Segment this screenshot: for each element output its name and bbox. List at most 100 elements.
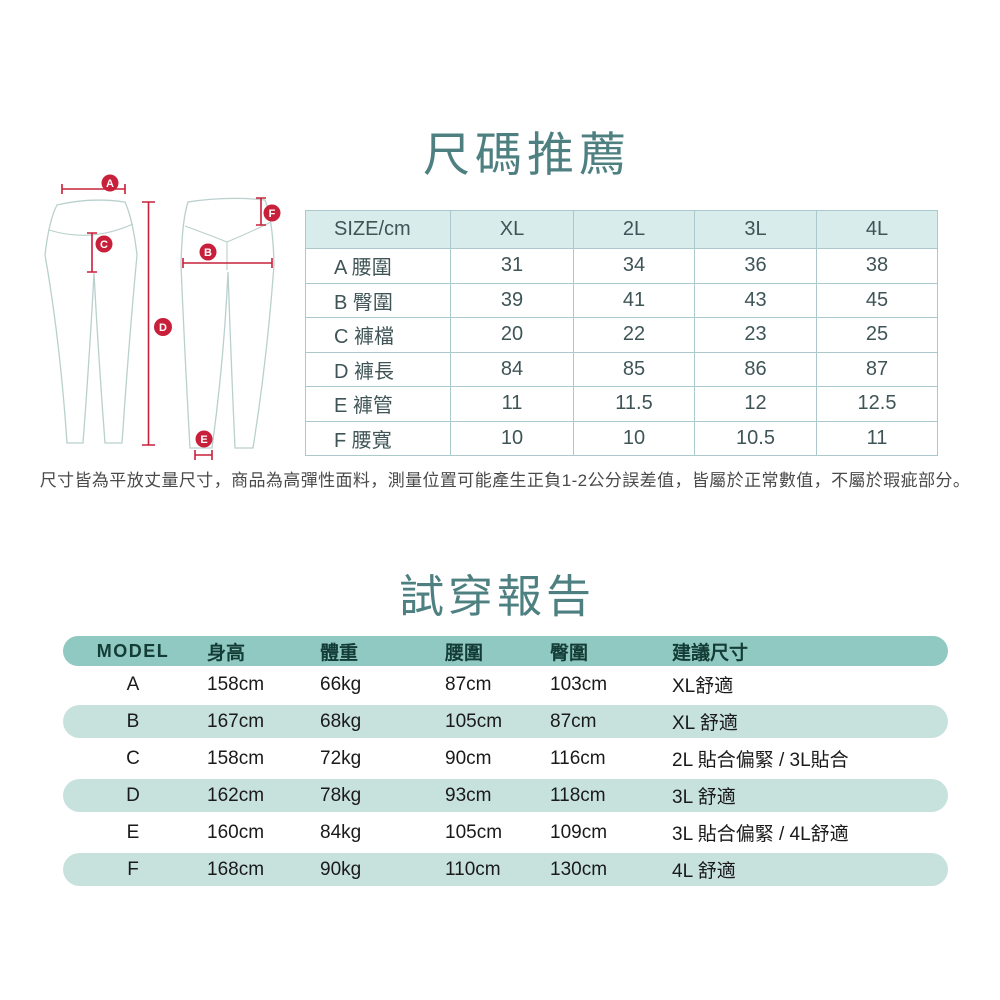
fit-suggestion: XL 舒適 [672,713,738,734]
size-cell: 84 [451,352,574,387]
fit-col-header: 臀圍 [550,642,589,664]
pants-measurement-diagram: A C D B F E [44,174,281,460]
label-c-badge [95,235,113,253]
size-cell: 25 [817,318,938,353]
size-cell: 10.5 [695,421,817,456]
measure-a-line: A [61,174,126,194]
back-pants-outline [180,197,275,449]
fit-weight: 72kg [320,747,362,769]
fit-model: B [126,710,140,732]
fit-col-header: 體重 [320,642,359,664]
fit-suggestion: XL舒適 [672,676,734,697]
size-cell: 86 [695,352,817,387]
fit-model: C [126,747,140,769]
svg-text:F: F [269,208,276,220]
fit-suggestion: 3L 貼合偏緊 / 4L舒適 [672,824,849,845]
size-row-label: A 腰圍 [306,249,451,284]
size-col-header: 3L [695,211,817,249]
size-cell: 12 [695,387,817,422]
size-cell: 39 [451,283,574,318]
size-cell: 20 [451,318,574,353]
size-cell: 36 [695,249,817,284]
size-cell: 34 [574,249,695,284]
fit-suggestion: 4L 舒適 [672,861,736,882]
fit-suggestion: 3L 舒適 [672,787,736,808]
fit-col-header: 身高 [207,642,246,664]
measure-e-line: E [194,430,213,460]
fit-hip: 109cm [550,821,608,843]
size-row-label: D 褲長 [306,352,451,387]
fit-suggestion: 2L 貼合偏緊 / 3L貼合 [672,750,849,771]
svg-text:E: E [200,434,207,446]
size-cell: 11 [451,387,574,422]
fit-col-header: 建議尺寸 [672,642,749,664]
label-d-badge [154,318,172,336]
svg-text:C: C [100,239,108,251]
measure-c-line: C [87,232,113,273]
size-cell: 10 [574,421,695,456]
back-yoke-seam [184,221,272,270]
measurement-note: 尺寸皆為平放丈量尺寸，商品為高彈性面料，測量位置可能產生正負1-2公分誤差值，皆… [39,471,971,490]
size-cell: 87 [817,352,938,387]
fit-weight: 90kg [320,858,362,880]
measure-b-line: B [182,243,273,268]
size-cell: 23 [695,318,817,353]
size-cell: 85 [574,352,695,387]
fit-weight: 84kg [320,821,362,843]
fit-weight: 68kg [320,710,362,732]
label-f-badge [263,204,281,222]
fit-col-header: 腰圍 [445,642,484,664]
svg-text:B: B [204,247,212,259]
size-col-header: XL [451,211,574,249]
size-cell: 31 [451,249,574,284]
fit-weight: 78kg [320,784,362,806]
size-cell: 10 [451,421,574,456]
fit-height: 167cm [207,710,265,732]
label-b-badge [199,243,217,261]
fit-height: 168cm [207,858,265,880]
fit-hip: 116cm [550,747,606,769]
fit-height: 158cm [207,673,265,695]
fit-model: E [126,821,140,843]
fit-table-row: A 158cm 66kg 87cm 103cm XL舒適 [63,666,948,703]
fit-model: D [126,784,140,806]
fit-model: A [126,673,140,695]
front-pants-outline [44,199,138,444]
svg-text:A: A [106,178,114,190]
front-waistband-seam [48,223,134,236]
size-row-label: F 腰寬 [306,421,451,456]
fit-model: F [127,858,139,880]
size-row-label: C 褲檔 [306,318,451,353]
label-a-badge [101,174,119,192]
fit-table-header: MODEL 身高 體重 腰圍 臀圍 建議尺寸 [63,636,948,666]
fit-waist: 90cm [445,747,492,769]
svg-text:D: D [159,322,167,334]
size-cell: 12.5 [817,387,938,422]
fit-table-row: E 160cm 84kg 105cm 109cm 3L 貼合偏緊 / 4L舒適 [63,814,948,851]
fit-waist: 105cm [445,821,503,843]
fit-waist: 110cm [445,858,501,880]
size-table: SIZE/cm XL 2L 3L 4L A 腰圍 31 34 36 38 B 臀… [305,210,938,456]
fit-height: 158cm [207,747,265,769]
fit-hip: 87cm [550,710,597,732]
fit-table-row: C 158cm 72kg 90cm 116cm 2L 貼合偏緊 / 3L貼合 [63,740,948,777]
fit-height: 160cm [207,821,265,843]
measure-f-line: F [256,197,281,226]
fit-table-row: B 167cm 68kg 105cm 87cm XL 舒適 [63,703,948,740]
fit-hip: 103cm [550,673,608,695]
fit-table-row: D 162cm 78kg 93cm 118cm 3L 舒適 [63,777,948,814]
size-col-header: SIZE/cm [306,211,451,249]
fit-hip: 118cm [550,784,606,806]
size-cell: 38 [817,249,938,284]
fit-waist: 93cm [445,784,492,806]
fit-section-title: 試穿報告 [398,571,596,622]
fit-col-header: MODEL [96,640,170,661]
size-cell: 11 [817,421,938,456]
fit-hip: 130cm [550,858,608,880]
label-e-badge [195,430,213,448]
size-col-header: 2L [574,211,695,249]
size-col-header: 4L [817,211,938,249]
fit-waist: 105cm [445,710,503,732]
size-cell: 22 [574,318,695,353]
